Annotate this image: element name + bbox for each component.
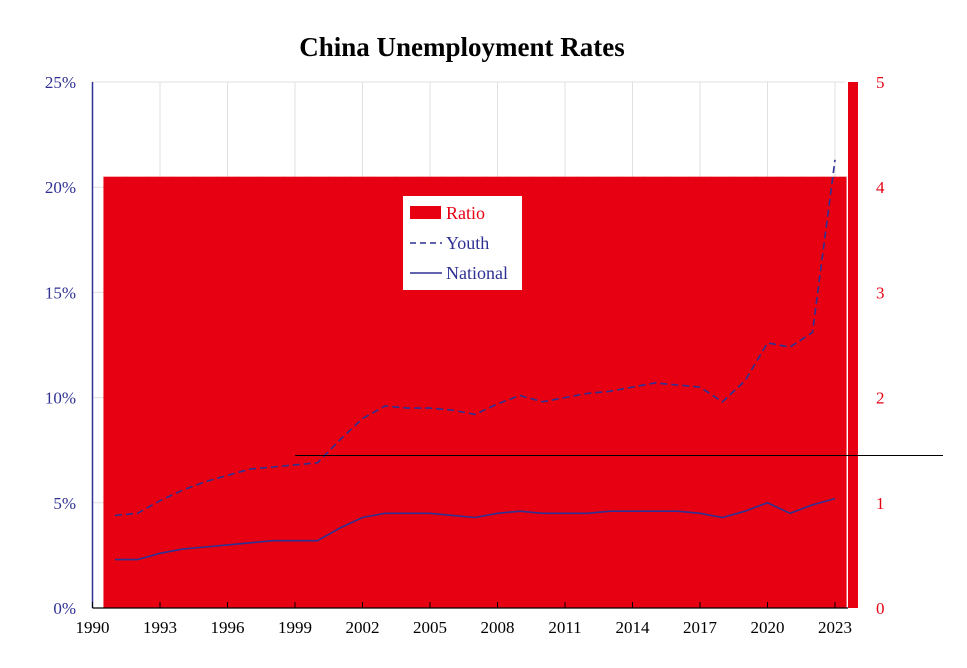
ratio-bar xyxy=(643,176,667,608)
x-tick-label: 2014 xyxy=(616,618,651,637)
ratio-bars xyxy=(103,82,858,608)
x-tick-label: 1996 xyxy=(211,618,245,637)
y-right-tick-label: 1 xyxy=(876,494,885,513)
x-tick-label: 2008 xyxy=(481,618,515,637)
ratio-bar xyxy=(170,176,195,608)
x-tick-label: 2020 xyxy=(751,618,785,637)
y-right-tick-label: 4 xyxy=(876,178,885,197)
ratio-bar xyxy=(755,176,780,608)
ratio-bar xyxy=(283,176,307,608)
national-line xyxy=(115,497,836,561)
ratio-bar xyxy=(148,176,172,608)
x-tick-label: 2005 xyxy=(413,618,447,637)
x-tick-label: 2023 xyxy=(818,618,852,637)
ratio-bar xyxy=(575,176,600,608)
ratio-bar xyxy=(530,176,555,608)
ratio-bar xyxy=(373,176,397,608)
ratio-bar xyxy=(328,176,352,608)
x-tick-label: 1990 xyxy=(76,618,110,637)
ratio-bar xyxy=(553,176,577,608)
y-left-tick-label: 5% xyxy=(53,494,76,513)
x-tick-label: 2002 xyxy=(346,618,380,637)
legend-label-youth: Youth xyxy=(446,233,489,253)
ratio-bar xyxy=(710,176,735,608)
y-right-tick-label: 5 xyxy=(876,73,885,92)
chart-title: China Unemployment Rates xyxy=(299,32,625,62)
y-right-tick-label: 2 xyxy=(876,389,885,408)
y-left-tick-label: 20% xyxy=(45,178,76,197)
y-left-tick-label: 15% xyxy=(45,283,76,302)
x-tick-label: 2017 xyxy=(683,618,718,637)
y-left-tick-label: 25% xyxy=(45,73,76,92)
ratio-bar xyxy=(800,176,825,608)
ratio-bar xyxy=(305,176,330,608)
ratio-bar xyxy=(193,176,217,608)
youth-line xyxy=(114,159,836,517)
ratio-bar xyxy=(598,176,622,608)
axes xyxy=(91,82,848,609)
ratio-bar xyxy=(103,176,127,608)
ratio-bar xyxy=(238,176,262,608)
legend: Ratio Youth National xyxy=(403,196,522,290)
legend-label-ratio: Ratio xyxy=(446,203,485,223)
ratio-bar xyxy=(260,176,285,608)
x-tick-label: 1993 xyxy=(143,618,177,637)
ratio-bar xyxy=(688,176,712,608)
ratio-bar xyxy=(848,82,858,608)
legend-swatch-ratio xyxy=(410,206,441,219)
tick-labels: 1990 1993 1996 1999 2002 2005 2008 2011 2014 2017… xyxy=(45,73,885,637)
series-lines xyxy=(114,159,943,561)
y-left-tick-label: 0% xyxy=(53,599,76,618)
ratio-bar xyxy=(350,176,375,608)
y-right-tick-label: 3 xyxy=(876,283,885,302)
x-tick-label: 2011 xyxy=(548,618,581,637)
ratio-bar xyxy=(125,176,150,608)
y-right-tick-label: 0 xyxy=(876,599,885,618)
ratio-bar xyxy=(733,176,757,608)
ratio-bar xyxy=(665,176,690,608)
ratio-bar xyxy=(215,176,240,608)
x-tick-label: 1999 xyxy=(278,618,312,637)
y-left-tick-label: 10% xyxy=(45,389,76,408)
legend-label-national: National xyxy=(446,263,508,283)
ratio-bar xyxy=(620,176,645,608)
ratio-bar xyxy=(778,176,802,608)
ratio-bar xyxy=(823,176,847,608)
